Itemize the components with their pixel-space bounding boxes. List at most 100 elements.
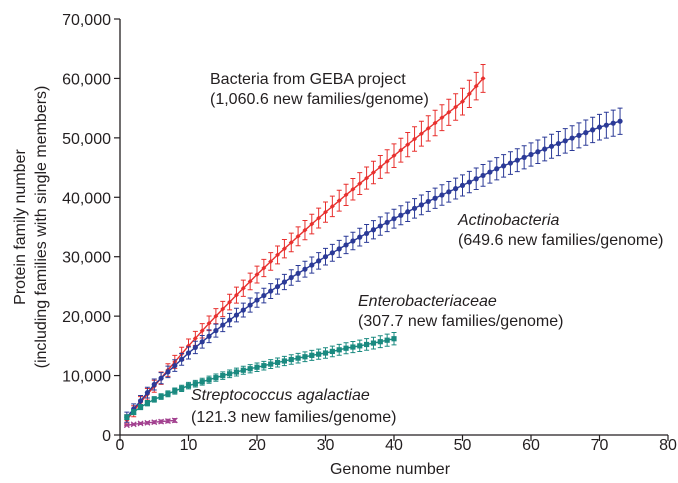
data-point [227,371,233,377]
data-point [281,358,287,364]
data-point [432,120,438,126]
data-point [411,205,418,211]
data-point [466,91,472,97]
data-point [377,164,383,170]
data-point [309,352,315,358]
entero-label: Enterobacteriaceae [358,293,497,310]
data-point [487,169,493,175]
data-point [123,422,130,429]
data-point [199,379,205,385]
series-1 [124,107,623,423]
data-point [569,135,575,141]
x-tick-label: 40 [385,437,403,454]
data-point [323,209,328,215]
data-point [446,109,452,115]
data-point [364,175,370,181]
y-tick-label: 40,000 [62,190,111,207]
data-point [350,186,356,192]
data-point [562,138,568,144]
data-point [213,313,219,319]
data-point [377,339,383,345]
data-point [507,160,514,166]
data-point [288,239,294,245]
data-point [240,307,246,313]
data-point [227,299,233,305]
data-point [357,343,363,349]
data-point [329,348,335,355]
data-point [131,409,137,415]
data-point [233,369,240,375]
data-point [329,203,335,209]
data-point [460,99,465,105]
data-point [144,390,150,396]
data-point [357,234,363,240]
data-point [309,221,315,227]
data-point [268,361,274,367]
data-point [281,279,287,285]
data-point [179,385,185,391]
data-point [172,362,178,369]
data-point [590,127,596,133]
data-point [377,223,383,229]
data-point [240,285,246,291]
data-point [261,265,267,271]
data-point [521,154,527,160]
series-line [126,419,175,426]
x-tick-label: 0 [116,437,125,454]
data-point [220,322,226,328]
data-point [412,136,418,142]
data-point [384,219,390,225]
data-point [548,143,555,149]
data-point [542,146,548,152]
data-point [425,125,431,131]
data-point [274,359,281,366]
data-point [254,364,260,370]
data-point [206,333,212,339]
data-point [254,272,260,278]
data-point [350,344,356,350]
data-point [405,142,411,148]
data-point [165,369,171,375]
data-point [418,131,424,137]
data-point [370,340,377,346]
data-point [220,306,226,312]
geba-label: Bacteria from GEBA project [210,71,406,88]
y-tick-label: 10,000 [62,369,111,386]
data-point [158,418,165,425]
data-point [192,381,198,387]
data-point [137,404,144,410]
data-point [364,230,370,237]
data-point [329,250,335,256]
x-tick-label: 20 [248,437,266,454]
data-point [295,233,301,239]
data-point [405,209,411,215]
data-point [453,104,459,110]
x-tick-label: 10 [180,437,198,454]
data-point [514,157,520,163]
data-point [295,270,301,276]
geba-rate: (1,060.6 new families/genome) [210,91,429,108]
data-point [432,195,438,201]
data-point [213,375,219,381]
data-point [233,312,240,318]
data-point [316,215,322,221]
x-axis-label: Genome number [330,461,451,478]
data-point [370,170,376,176]
data-point [192,344,198,351]
actino-label: Actinobacteria [457,212,559,229]
data-point [302,266,308,272]
data-point [473,176,479,182]
data-point [199,328,205,334]
data-point [473,83,479,89]
x-tick-label: 80 [659,437,677,454]
data-point [398,147,404,153]
data-point [151,381,157,388]
data-point [295,355,301,361]
data-point [453,186,459,192]
data-point [583,130,589,136]
series-layer [123,64,623,429]
data-point [288,274,294,281]
data-point [185,350,192,356]
data-point [398,212,404,218]
data-point [124,414,130,420]
